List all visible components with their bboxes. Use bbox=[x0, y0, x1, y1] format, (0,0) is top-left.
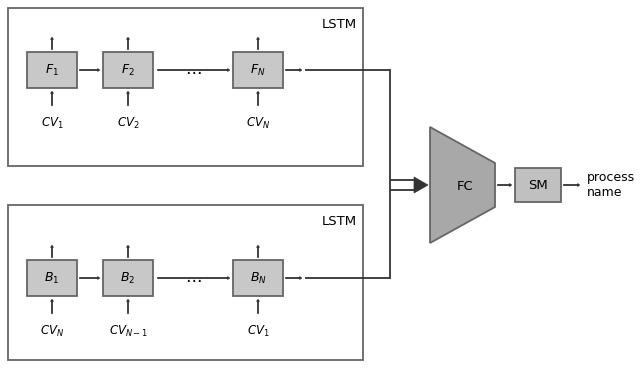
Text: $CV_{1}$: $CV_{1}$ bbox=[246, 324, 269, 339]
Text: $\mathit{F}_{2}$: $\mathit{F}_{2}$ bbox=[121, 62, 135, 78]
Bar bbox=[103, 52, 153, 88]
Text: LSTM: LSTM bbox=[322, 215, 357, 228]
Text: process: process bbox=[587, 171, 635, 184]
Text: $CV_{N}$: $CV_{N}$ bbox=[40, 324, 64, 339]
Bar bbox=[27, 52, 77, 88]
Text: LSTM: LSTM bbox=[322, 18, 357, 31]
Text: name: name bbox=[587, 186, 623, 198]
Text: $\cdots$: $\cdots$ bbox=[185, 269, 202, 288]
Bar bbox=[515, 168, 561, 202]
Polygon shape bbox=[430, 127, 495, 243]
Text: $\mathit{B}_{N}$: $\mathit{B}_{N}$ bbox=[250, 270, 266, 286]
Text: $CV_{N-1}$: $CV_{N-1}$ bbox=[109, 324, 147, 339]
Text: $\mathit{B}_{2}$: $\mathit{B}_{2}$ bbox=[120, 270, 136, 286]
Text: $\mathit{F}_{1}$: $\mathit{F}_{1}$ bbox=[45, 62, 59, 78]
Text: $\cdots$: $\cdots$ bbox=[185, 62, 202, 79]
Bar bbox=[8, 8, 363, 166]
Text: $\mathit{F}_{N}$: $\mathit{F}_{N}$ bbox=[250, 62, 266, 78]
Text: $CV_{N}$: $CV_{N}$ bbox=[246, 116, 270, 131]
Bar bbox=[103, 260, 153, 296]
Bar bbox=[8, 205, 363, 360]
Bar bbox=[233, 260, 283, 296]
Text: $\mathit{B}_{1}$: $\mathit{B}_{1}$ bbox=[44, 270, 60, 286]
Text: $CV_{2}$: $CV_{2}$ bbox=[116, 116, 140, 131]
Text: SM: SM bbox=[528, 179, 548, 192]
Bar bbox=[27, 260, 77, 296]
Polygon shape bbox=[414, 177, 428, 193]
Bar bbox=[233, 52, 283, 88]
Text: $CV_{1}$: $CV_{1}$ bbox=[40, 116, 63, 131]
Text: FC: FC bbox=[457, 180, 474, 193]
